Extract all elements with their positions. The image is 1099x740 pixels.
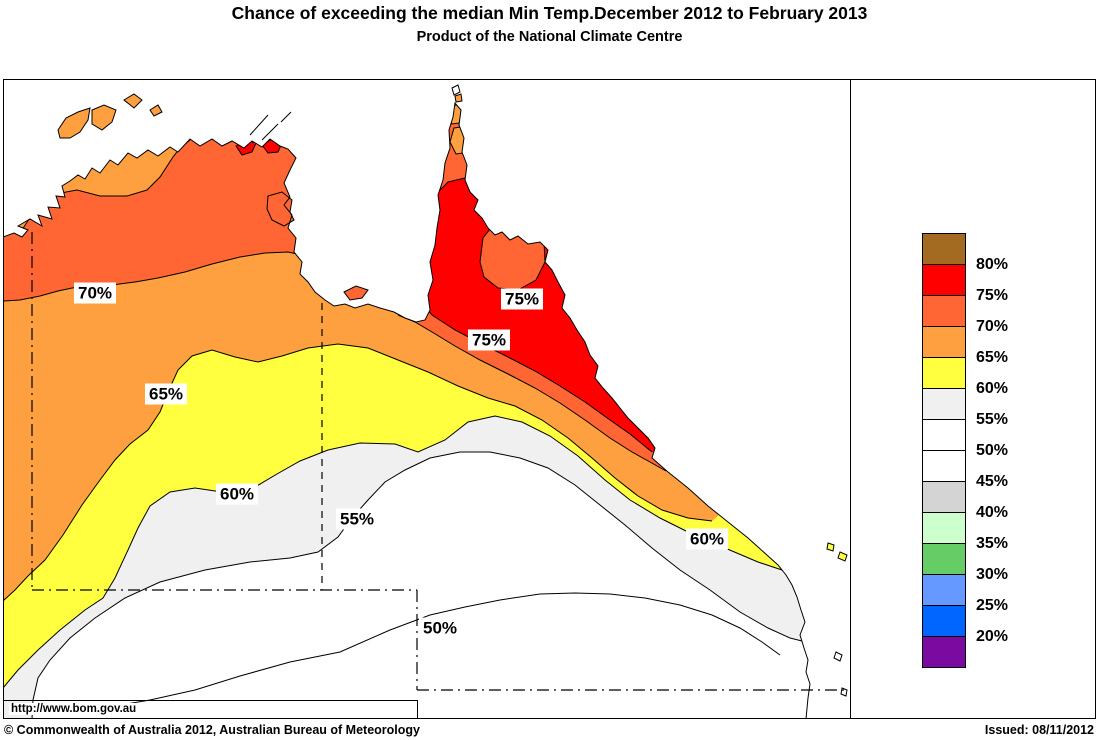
legend-label-75: 75% [976, 287, 1009, 304]
legend-swatch-50-55 [922, 419, 966, 451]
legend-swatch-30-35 [922, 543, 966, 575]
island-tiwi-east [91, 104, 117, 131]
region-pocket-70-75 [479, 217, 546, 291]
contour-label-75-upper: 75% [500, 288, 544, 310]
contour-label-50: 50% [418, 617, 462, 639]
legend-label-55: 55% [976, 411, 1009, 428]
island-tip-a [451, 84, 461, 96]
legend-label-60: 60% [976, 380, 1009, 397]
contour-60 [4, 415, 796, 689]
contour-label-70: 70% [73, 282, 117, 304]
contour-65 [4, 343, 713, 602]
island-east-speck-a [826, 542, 835, 552]
contour-label-55: 55% [335, 508, 379, 530]
legend-swatch-80plus [922, 233, 966, 265]
coastline [4, 101, 811, 718]
map-canvas [4, 84, 848, 718]
legend-swatch-60-65 [922, 357, 966, 389]
island-tip-b [454, 93, 463, 103]
legend-swatch-75-80 [922, 264, 966, 296]
contour-label-60-left: 60% [215, 483, 259, 505]
legend-label-50: 50% [976, 442, 1009, 459]
copyright-text: © Commonwealth of Australia 2012, Austra… [4, 723, 420, 737]
legend-swatch-25-30 [922, 574, 966, 606]
island-croker [149, 104, 163, 117]
island-east-speck-d [840, 687, 848, 697]
legend-label-70: 70% [976, 318, 1009, 335]
contour-70-capeyork [397, 314, 667, 472]
legend-label-65: 65% [976, 349, 1009, 366]
contour-label-60-right: 60% [685, 528, 729, 550]
legend-label-45: 45% [976, 473, 1009, 490]
legend-label-20: 20% [976, 628, 1009, 645]
legend-divider-line [850, 79, 851, 719]
island-tiwi-west [57, 107, 91, 139]
legend-swatch-40-45 [922, 481, 966, 513]
legend-swatch-65-70 [922, 326, 966, 358]
legend-label-30: 30% [976, 566, 1009, 583]
url-box: http://www.bom.gov.au [4, 700, 418, 718]
island-north-small [123, 93, 143, 109]
bom-url-text: http://www.bom.gov.au [9, 703, 139, 715]
legend-swatch-55-60 [922, 388, 966, 420]
island-east-speck-b [837, 551, 848, 562]
island-wessel-lines [249, 111, 292, 141]
contour-label-75-lower: 75% [467, 329, 511, 351]
issued-date: Issued: 08/11/2012 [984, 723, 1094, 737]
page-title: Chance of exceeding the median Min Temp.… [231, 3, 868, 23]
legend-swatch-20-25 [922, 605, 966, 637]
legend-label-40: 40% [976, 504, 1009, 521]
legend-swatch-under-20 [922, 636, 966, 668]
island-east-speck-c [833, 651, 843, 662]
contour-label-65: 65% [144, 383, 188, 405]
legend-label-80: 80% [976, 256, 1009, 273]
island-mornington [343, 285, 369, 301]
contour-55 [31, 451, 803, 718]
legend-swatch-70-75 [922, 295, 966, 327]
legend-swatch-45-50 [922, 450, 966, 482]
contour-50 [107, 592, 781, 708]
region-tip-pocket-b [449, 125, 477, 155]
legend-label-35: 35% [976, 535, 1009, 552]
page-subtitle: Product of the National Climate Centre [416, 29, 683, 45]
legend-label-25: 25% [976, 597, 1009, 614]
legend-swatch-35-40 [922, 512, 966, 544]
